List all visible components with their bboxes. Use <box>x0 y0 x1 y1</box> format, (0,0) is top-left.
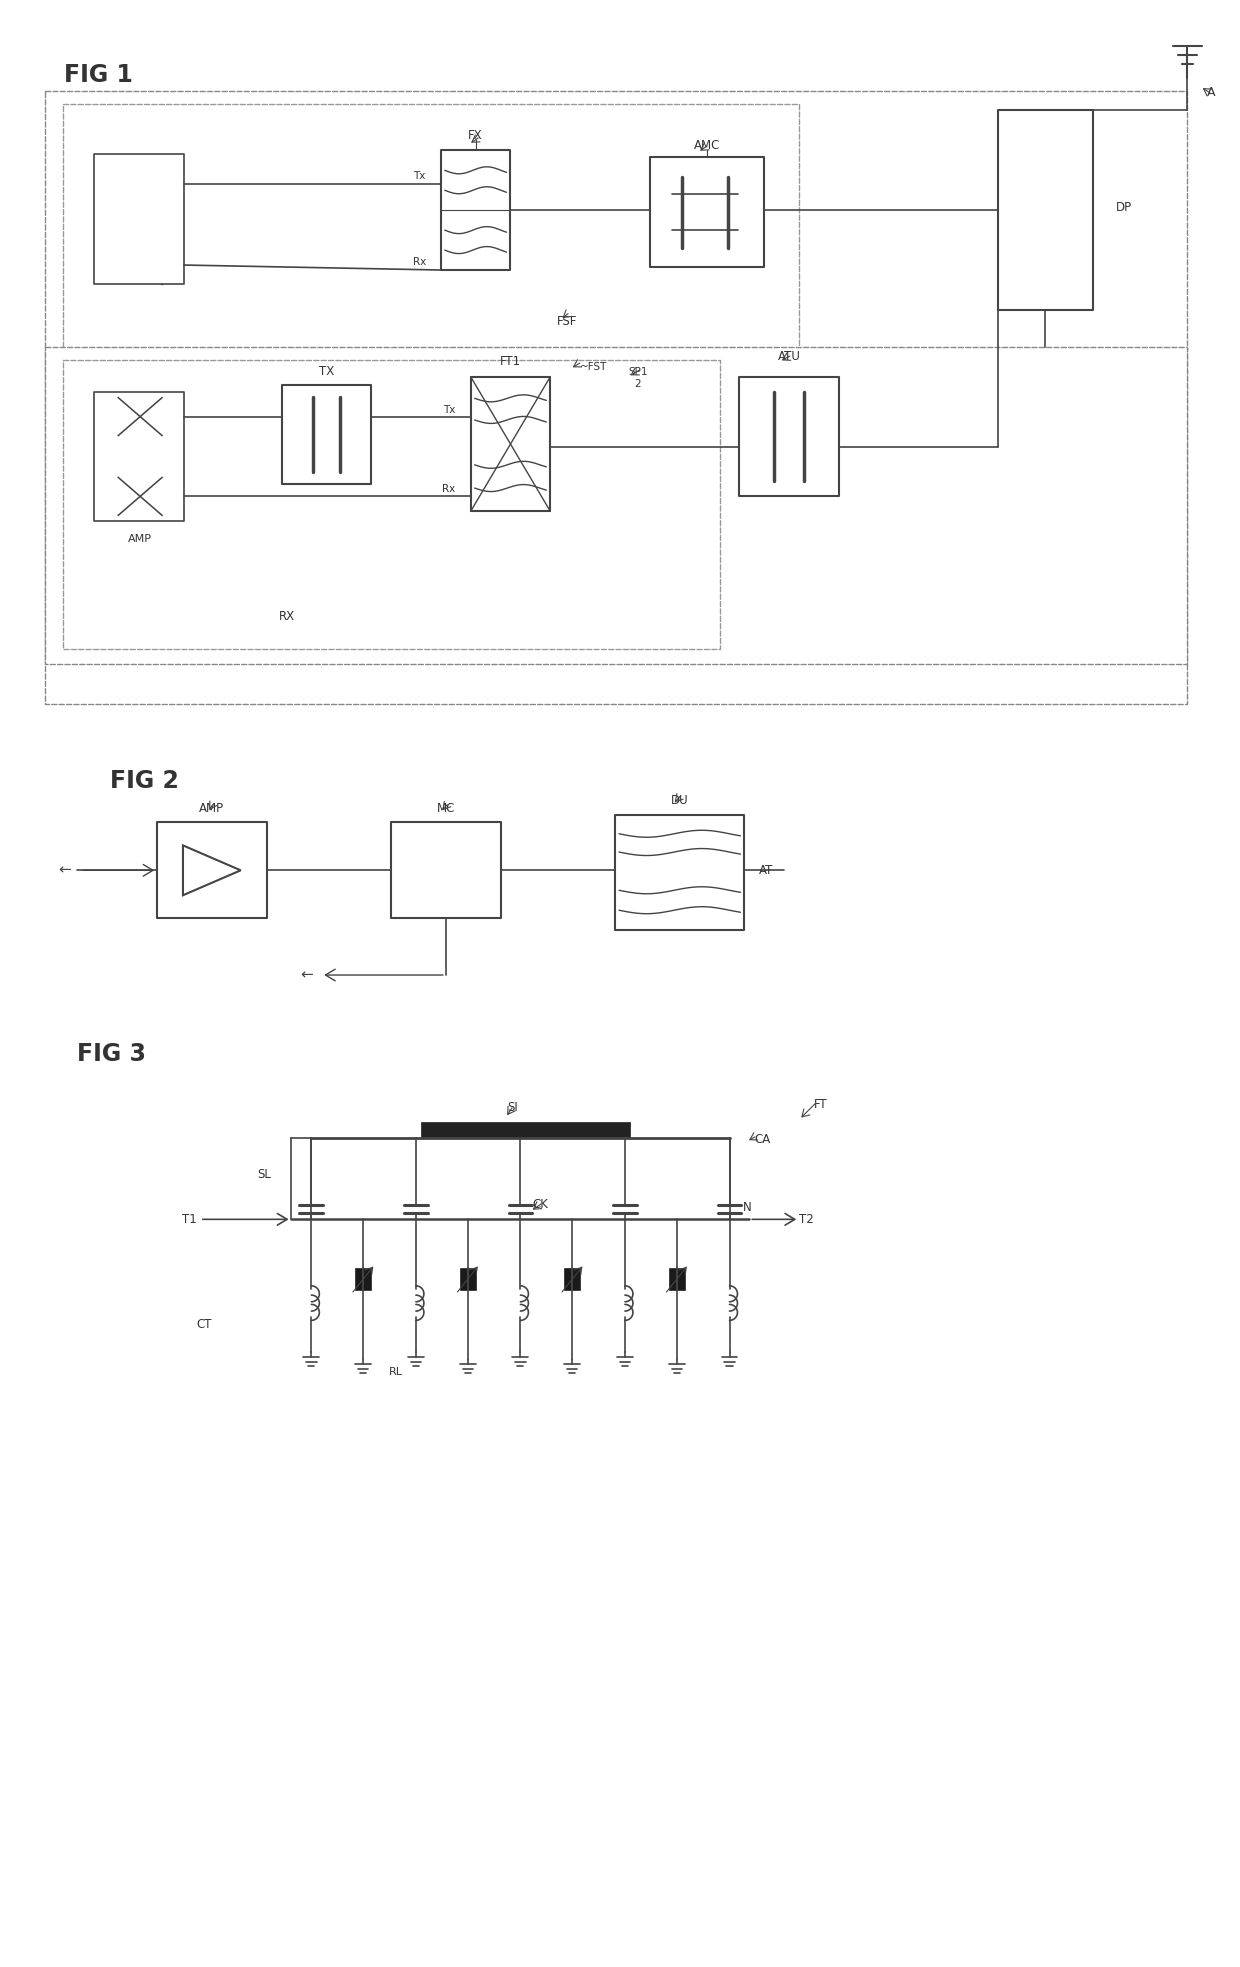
Bar <box>94 153 184 283</box>
Text: Rx: Rx <box>443 484 456 494</box>
Text: DU: DU <box>671 795 688 806</box>
Bar <box>998 110 1092 311</box>
Bar <box>391 822 501 919</box>
Text: SI: SI <box>507 1102 518 1113</box>
Text: FIG 3: FIG 3 <box>77 1043 146 1066</box>
Bar <box>355 1269 371 1290</box>
Text: 2: 2 <box>635 380 641 389</box>
Text: A: A <box>1208 87 1216 98</box>
Text: RL: RL <box>389 1367 403 1377</box>
Bar <box>420 1121 630 1137</box>
Text: N: N <box>743 1202 751 1214</box>
Bar <box>668 1269 684 1290</box>
Text: FX: FX <box>469 130 482 142</box>
Bar <box>471 378 551 511</box>
Bar <box>460 1269 476 1290</box>
Text: FT1: FT1 <box>500 356 521 368</box>
Text: FIG 1: FIG 1 <box>64 63 134 87</box>
Text: DP: DP <box>1116 201 1132 214</box>
Text: CA: CA <box>754 1133 770 1147</box>
Bar <box>94 391 184 521</box>
Text: CK: CK <box>532 1198 548 1212</box>
Bar <box>739 378 839 496</box>
Bar <box>157 822 267 919</box>
Bar <box>281 386 371 484</box>
Bar <box>62 360 719 649</box>
Text: Tx: Tx <box>413 171 425 181</box>
Bar <box>440 149 511 269</box>
Text: ←: ← <box>58 864 71 877</box>
Text: ~FST: ~FST <box>580 362 608 372</box>
Text: SL: SL <box>258 1168 272 1180</box>
Text: AMC: AMC <box>693 140 719 151</box>
Text: TX: TX <box>319 366 334 378</box>
Bar <box>615 816 744 930</box>
Text: Rx: Rx <box>413 258 425 268</box>
Bar <box>650 157 764 268</box>
Text: FIG 2: FIG 2 <box>110 769 179 793</box>
Text: FT: FT <box>815 1098 828 1111</box>
Text: AMP: AMP <box>128 535 153 545</box>
Bar <box>45 90 1188 704</box>
Text: T2: T2 <box>800 1214 813 1225</box>
Text: RX: RX <box>279 610 295 622</box>
Bar <box>564 1269 580 1290</box>
Text: AT: AT <box>759 864 774 877</box>
Bar <box>62 104 800 368</box>
Bar <box>45 346 1188 665</box>
Text: MC: MC <box>436 803 455 814</box>
Text: CT: CT <box>196 1318 212 1330</box>
Text: Tx: Tx <box>444 405 456 415</box>
Text: ATU: ATU <box>777 350 801 364</box>
Text: SP1: SP1 <box>629 366 647 378</box>
Text: ←: ← <box>300 968 312 984</box>
Text: T1: T1 <box>182 1214 197 1225</box>
Text: FSF: FSF <box>557 315 578 328</box>
Text: AMP: AMP <box>200 803 224 814</box>
